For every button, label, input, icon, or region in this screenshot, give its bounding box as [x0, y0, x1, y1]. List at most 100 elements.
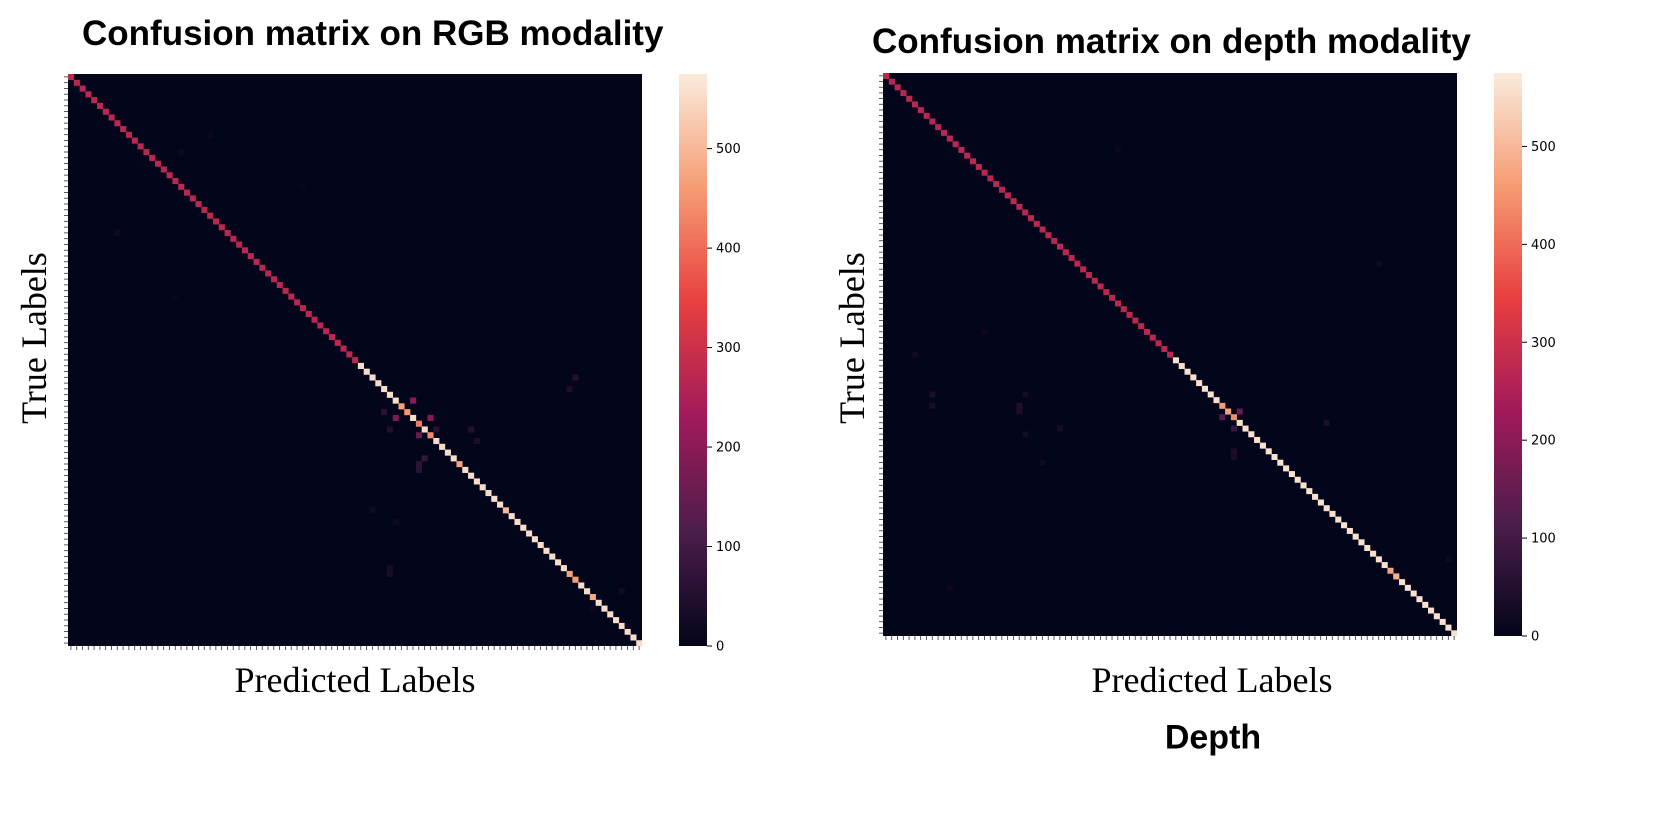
diagonal-cell: [189, 195, 196, 202]
x-axis-title-depth: Predicted Labels: [1091, 660, 1333, 700]
diagonal-cell: [1254, 436, 1261, 443]
diagonal-cell: [636, 640, 643, 647]
diagonal-cell: [236, 241, 243, 248]
diagonal-cell: [975, 163, 982, 170]
diagonal-cell: [624, 628, 631, 635]
colorbar-tick-label: 100: [716, 540, 741, 555]
diagonal-cell: [1259, 442, 1266, 449]
off-diagonal-cell: [392, 414, 399, 421]
colorbar-tick-label: 400: [716, 242, 741, 257]
diagonal-cell: [102, 108, 109, 115]
diagonal-cell: [1225, 408, 1232, 415]
diagonal-cell: [911, 101, 919, 108]
colorbar-tick-label: 0: [1531, 630, 1539, 645]
diagonal-cell: [473, 478, 480, 485]
diagonal-cell: [584, 588, 591, 595]
diagonal-cell: [108, 114, 115, 121]
diagonal-cell: [375, 380, 382, 387]
off-diagonal-cell: [421, 455, 428, 462]
diagonal-cell: [969, 158, 977, 165]
off-diagonal-cell: [1016, 402, 1023, 409]
diagonal-cell: [1277, 459, 1284, 466]
diagonal-cell: [1248, 431, 1255, 438]
diagonal-cell: [618, 622, 625, 629]
diagonal-cell: [607, 611, 614, 618]
diagonal-cell: [1242, 425, 1249, 432]
diagonal-cell: [1312, 493, 1319, 500]
diagonal-cell: [520, 524, 527, 531]
diagonal-cell: [1207, 391, 1214, 398]
diagonal-cell: [288, 293, 295, 300]
colorbar-tick-label: 300: [716, 341, 741, 356]
diagonal-cell: [265, 270, 272, 277]
diagonal-cell: [1428, 607, 1435, 614]
off-diagonal-cell: [929, 391, 936, 398]
off-diagonal-cell: [618, 588, 625, 595]
diagonal-cell: [1422, 601, 1429, 608]
off-diagonal-cell: [172, 293, 179, 300]
diagonal-cell: [1080, 266, 1087, 273]
diagonal-cell: [917, 107, 924, 114]
diagonal-cell: [1138, 323, 1145, 330]
diagonal-cell: [201, 206, 208, 213]
diagonal-cell: [450, 455, 457, 462]
diagonal-cell: [883, 73, 890, 79]
off-diagonal-cell: [114, 230, 121, 237]
diagonal-cell: [502, 507, 509, 514]
diagonal-cell: [935, 124, 942, 131]
diagonal-cell: [1033, 220, 1040, 227]
diagonal-cell: [241, 247, 249, 254]
diagonal-cell: [601, 605, 608, 612]
diagonal-cell: [311, 316, 318, 323]
diagonal-cell: [537, 542, 544, 549]
colorbar-tick-label: 100: [1531, 532, 1556, 547]
off-diagonal-cell: [468, 426, 475, 433]
diagonal-cell: [444, 449, 451, 456]
diagonal-cell: [906, 95, 913, 102]
diagonal-cell: [1039, 226, 1046, 233]
diagonal-cell: [369, 374, 376, 381]
diagonal-cell: [346, 351, 353, 358]
diagonal-cell: [410, 414, 417, 421]
diagonal-cell: [514, 518, 521, 525]
diagonal-cell: [1317, 499, 1324, 506]
diagonal-cell: [299, 305, 307, 312]
diagonal-cell: [305, 310, 312, 317]
diagonal-cell: [154, 160, 162, 167]
diagonal-cell: [1370, 550, 1377, 557]
off-diagonal-cell: [415, 461, 422, 468]
diagonal-cell: [589, 594, 596, 601]
diagonal-cell: [1022, 209, 1029, 216]
diagonal-cell: [491, 495, 498, 502]
diagonal-cell: [998, 186, 1006, 193]
diagonal-cell: [462, 466, 469, 473]
diagonal-cell: [1416, 596, 1423, 603]
diagonal-cell: [952, 141, 959, 148]
diagonal-cell: [218, 224, 225, 231]
diagonal-cell: [1178, 363, 1185, 370]
off-diagonal-cell: [946, 584, 953, 591]
diagonal-cell: [1271, 454, 1278, 461]
diagonal-cell: [1132, 317, 1139, 324]
off-diagonal-cell: [410, 397, 417, 404]
diagonal-cell: [1114, 300, 1122, 307]
diagonal-cell: [96, 102, 104, 109]
off-diagonal-cell: [415, 432, 422, 439]
diagonal-cell: [497, 501, 504, 508]
diagonal-cell: [120, 126, 127, 133]
diagonal-cell: [421, 426, 428, 433]
off-diagonal-cell: [415, 466, 422, 473]
diagonal-cell: [578, 582, 585, 589]
diagonal-cell: [340, 345, 347, 352]
x-axis-title-rgb: Predicted Labels: [234, 660, 476, 700]
off-diagonal-cell: [1375, 260, 1382, 267]
diagonal-cell: [1381, 562, 1388, 569]
diagonal-cell: [613, 617, 620, 624]
diagonal-cell: [900, 90, 907, 97]
diagonal-cell: [1445, 624, 1452, 631]
diagonal-cell: [195, 201, 202, 208]
confusion-matrix-rgb: 0 100 200 300 400 500: [64, 74, 741, 655]
colorbar-tick-label: 200: [1531, 434, 1556, 449]
diagonal-cell: [1120, 306, 1127, 313]
diagonal-cell: [143, 149, 150, 156]
